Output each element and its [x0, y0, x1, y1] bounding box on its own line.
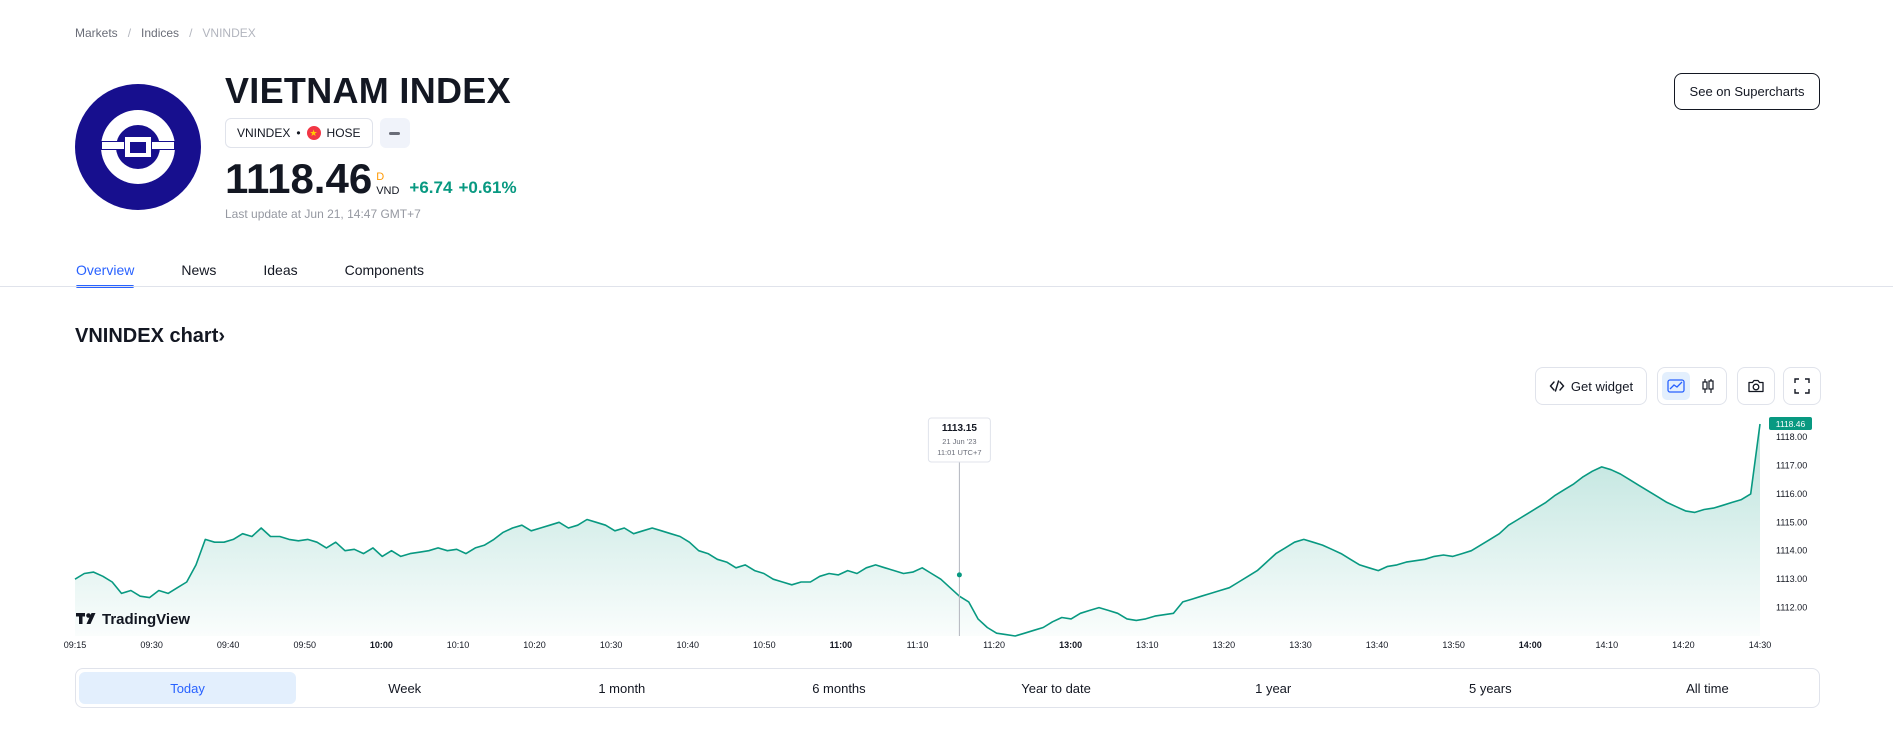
range-1-month-button[interactable]: 1 month [598, 680, 646, 696]
tooltip-date: 21 Jun '23 [942, 437, 976, 446]
series-area-fill [75, 424, 1760, 636]
x-tick-label: 10:20 [523, 640, 546, 650]
tab-ideas[interactable]: Ideas [263, 262, 298, 278]
tag-separator: • [296, 126, 301, 140]
symbol-tags: VNINDEX • ★ HOSE [225, 118, 410, 148]
x-tick-label: 10:40 [676, 640, 699, 650]
price-change-percent: +0.61% [458, 178, 517, 197]
price-chart-svg[interactable]: 1113.15 21 Jun '23 11:01 UTC+7 1118.00 1117… [60, 412, 1840, 652]
tradingview-logo-icon [76, 613, 96, 624]
range-1-year-button[interactable]: 1 year [1255, 680, 1292, 696]
breadcrumb-current: VNINDEX [202, 26, 256, 40]
snapshot-button[interactable] [1737, 367, 1775, 405]
range-year-to-date-button[interactable]: Year to date [1021, 680, 1091, 696]
vietnam-flag-icon: ★ [306, 126, 321, 140]
y-tick-label: 1115.00 [1776, 517, 1807, 527]
x-tick-label: 14:20 [1672, 640, 1695, 650]
crosshair-point [956, 572, 962, 578]
candlestick-chart-button[interactable] [1694, 372, 1722, 400]
price-chart[interactable]: 1113.15 21 Jun '23 11:01 UTC+7 1118.00 1117… [60, 412, 1840, 652]
x-tick-label: 10:00 [370, 640, 393, 650]
fullscreen-icon [1794, 378, 1810, 394]
x-tick-label: 13:10 [1136, 640, 1159, 650]
x-tick-label: 11:00 [830, 640, 853, 650]
range-today-button[interactable]: Today [79, 672, 297, 704]
area-chart-icon [1667, 379, 1685, 393]
x-tick-label: 11:10 [907, 640, 929, 650]
range-all-time-button[interactable]: All time [1686, 680, 1729, 696]
x-tick-label: 13:40 [1366, 640, 1389, 650]
x-tick-label: 13:00 [1059, 640, 1082, 650]
interval-badge: D [376, 171, 385, 183]
x-tick-label: 10:10 [447, 640, 470, 650]
y-tick-label: 1112.00 [1776, 603, 1807, 613]
chart-type-switcher [1657, 367, 1727, 405]
code-icon [1549, 380, 1565, 392]
x-tick-label: 09:30 [140, 640, 163, 650]
chart-section-title[interactable]: VNINDEX chart› [75, 325, 225, 348]
area-chart-button[interactable] [1662, 372, 1690, 400]
last-price-badge-label: 1118.46 [1776, 419, 1806, 429]
tab-overview[interactable]: Overview [76, 262, 135, 288]
fullscreen-button[interactable] [1783, 367, 1821, 405]
section-tabs: Overview News Ideas Components [76, 262, 424, 288]
page-title: VIETNAM INDEX [225, 70, 511, 111]
get-widget-label: Get widget [1570, 378, 1634, 394]
price-change: +6.74 [409, 178, 453, 197]
tradingview-wordmark: TradingView [102, 611, 190, 628]
breadcrumb-separator: / [189, 26, 193, 40]
x-tick-label: 10:30 [600, 640, 623, 650]
time-range-selector: Today Week 1 month 6 months Year to date… [75, 668, 1820, 708]
vnindex-logo-icon [75, 84, 201, 210]
breadcrumb-markets[interactable]: Markets [75, 26, 118, 40]
y-tick-label: 1116.00 [1776, 489, 1807, 499]
tradingview-watermark: TradingView [76, 611, 190, 628]
candlestick-icon [1702, 379, 1714, 393]
tooltip-value: 1113.15 [942, 423, 977, 434]
more-tags-button[interactable] [379, 118, 410, 148]
exchange-label: HOSE [326, 126, 361, 140]
x-tick-label: 09:40 [217, 640, 240, 650]
y-tick-label: 1117.00 [1776, 460, 1807, 470]
x-tick-label: 14:10 [1596, 640, 1619, 650]
camera-icon [1748, 379, 1764, 393]
x-tick-label: 09:50 [294, 640, 317, 650]
x-tick-label: 14:00 [1519, 640, 1542, 650]
last-price: 1118.46 [225, 155, 373, 202]
x-tick-label: 10:50 [753, 640, 776, 650]
x-tick-label: 13:20 [1213, 640, 1236, 650]
x-tick-label: 13:50 [1442, 640, 1465, 650]
chevron-right-icon: › [218, 325, 226, 347]
range-6-months-button[interactable]: 6 months [812, 680, 866, 696]
last-update-text: Last update at Jun 21, 14:47 GMT+7 [225, 207, 421, 221]
minus-icon [389, 131, 401, 135]
price-block: 1118.46 D VND +6.74 +0.61% [225, 158, 517, 200]
last-price-badge [1769, 416, 1812, 430]
get-widget-button[interactable]: Get widget [1535, 367, 1647, 405]
tab-news[interactable]: News [181, 262, 217, 278]
breadcrumb: Markets / Indices / VNINDEX [75, 26, 256, 40]
crosshair-tooltip [927, 417, 991, 463]
tabs-divider [0, 286, 1893, 287]
tooltip-time: 11:01 UTC+7 [937, 448, 981, 457]
series-line [74, 423, 1761, 637]
y-tick-label: 1114.00 [1776, 546, 1807, 556]
x-tick-label: 09:15 [64, 640, 87, 650]
x-tick-label: 14:30 [1749, 640, 1772, 650]
y-tick-label: 1113.00 [1776, 574, 1807, 584]
currency-label: VND [376, 185, 400, 197]
symbol-exchange-tag[interactable]: VNINDEX • ★ HOSE [225, 118, 373, 148]
breadcrumb-separator: / [127, 26, 132, 40]
tab-components[interactable]: Components [344, 262, 425, 278]
chart-title-text: VNINDEX chart [75, 325, 219, 347]
range-week-button[interactable]: Week [388, 680, 422, 696]
x-tick-label: 13:30 [1289, 640, 1312, 650]
symbol-label: VNINDEX [237, 126, 291, 140]
y-tick-label: 1118.00 [1776, 432, 1807, 442]
range-5-years-button[interactable]: 5 years [1468, 680, 1512, 696]
breadcrumb-indices[interactable]: Indices [141, 26, 180, 40]
see-on-supercharts-button[interactable]: See on Supercharts [1674, 73, 1820, 110]
x-tick-label: 11:20 [983, 640, 1005, 650]
